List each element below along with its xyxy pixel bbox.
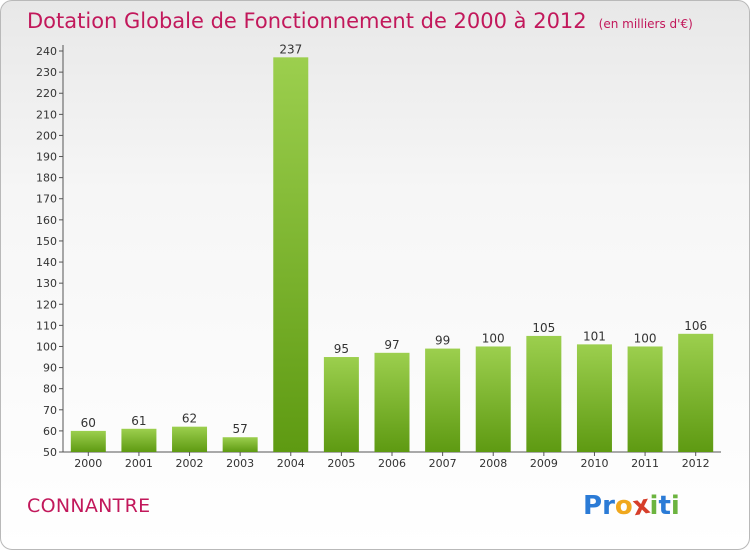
- logo-letter: i: [649, 491, 659, 521]
- bar: [475, 346, 511, 452]
- x-tick-label: 2009: [530, 457, 558, 470]
- bar: [172, 426, 208, 452]
- data-label: 101: [583, 329, 606, 343]
- x-tick-label: 2003: [226, 457, 254, 470]
- bar: [425, 348, 461, 452]
- y-tick-label: 220: [36, 87, 57, 100]
- y-tick-label: 120: [36, 298, 57, 311]
- y-tick-label: 130: [36, 277, 57, 290]
- x-tick-label: 2006: [378, 457, 406, 470]
- data-label: 60: [81, 416, 96, 430]
- y-tick-label: 70: [43, 404, 57, 417]
- chart-unit: (en milliers d'€): [598, 17, 693, 31]
- y-tick-label: 160: [36, 214, 57, 227]
- x-tick-label: 2002: [176, 457, 204, 470]
- x-tick-label: 2012: [682, 457, 710, 470]
- x-tick-label: 2008: [479, 457, 507, 470]
- data-label: 61: [131, 414, 146, 428]
- data-label: 97: [384, 338, 399, 352]
- x-tick-label: 2004: [277, 457, 305, 470]
- chart-title-text: Dotation Globale de Fonctionnement de 20…: [27, 9, 587, 33]
- bar: [70, 430, 106, 452]
- y-tick-label: 90: [43, 362, 57, 375]
- bar: [627, 346, 663, 452]
- logo-letter: i: [670, 491, 680, 521]
- data-label: 62: [182, 412, 197, 426]
- data-label: 57: [233, 422, 248, 436]
- y-tick-label: 80: [43, 383, 57, 396]
- logo-letter: o: [614, 491, 633, 521]
- y-tick-label: 190: [36, 151, 57, 164]
- y-tick-label: 50: [43, 446, 57, 459]
- y-tick-label: 240: [36, 45, 57, 58]
- y-tick-label: 150: [36, 235, 57, 248]
- bar: [222, 437, 258, 452]
- x-tick-label: 2010: [580, 457, 608, 470]
- data-label: 106: [684, 319, 707, 333]
- logo-letter: r: [602, 491, 615, 521]
- data-label: 237: [279, 42, 302, 56]
- bar: [121, 428, 157, 452]
- data-label: 105: [532, 321, 555, 335]
- y-tick-label: 140: [36, 256, 57, 269]
- x-tick-label: 2001: [125, 457, 153, 470]
- proxiti-logo: Proxiti: [583, 490, 680, 522]
- y-tick-label: 100: [36, 340, 57, 353]
- x-tick-label: 2011: [631, 457, 659, 470]
- bar: [678, 333, 714, 452]
- bar: [576, 344, 612, 452]
- y-tick-label: 230: [36, 66, 57, 79]
- data-label: 99: [435, 334, 450, 348]
- commune-name: CONNANTRE: [27, 495, 151, 517]
- x-tick-label: 2005: [327, 457, 355, 470]
- chart-title: Dotation Globale de Fonctionnement de 20…: [27, 9, 693, 33]
- y-tick-label: 180: [36, 172, 57, 185]
- y-tick-label: 110: [36, 319, 57, 332]
- data-label: 100: [482, 331, 505, 345]
- logo-letter: t: [658, 491, 671, 521]
- bar: [273, 57, 309, 453]
- logo-letter: P: [583, 491, 603, 521]
- y-tick-label: 170: [36, 193, 57, 206]
- y-tick-label: 60: [43, 425, 57, 438]
- data-label: 95: [334, 342, 349, 356]
- bar: [374, 352, 410, 452]
- bar: [323, 357, 359, 452]
- x-tick-label: 2007: [429, 457, 457, 470]
- y-tick-label: 200: [36, 129, 57, 142]
- y-tick-label: 210: [36, 108, 57, 121]
- bar: [526, 335, 562, 452]
- x-tick-label: 2000: [74, 457, 102, 470]
- data-label: 100: [634, 331, 657, 345]
